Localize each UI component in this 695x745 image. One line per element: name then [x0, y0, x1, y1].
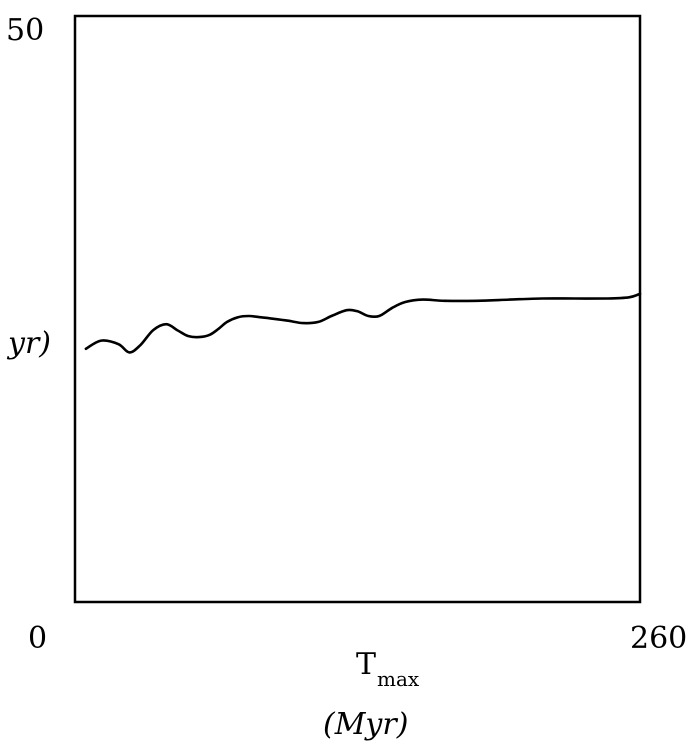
x-tick-label-max: 260 — [630, 621, 687, 656]
x-axis-label: T max — [356, 647, 420, 691]
x-axis-label-main: T — [356, 647, 376, 682]
y-axis-label-fragment: yr) — [6, 326, 51, 361]
series-layer — [84, 292, 642, 354]
x-axis-label-sub: max — [377, 667, 420, 691]
plot-frame — [73, 14, 642, 604]
x-axis-label-unit: (Myr) — [323, 707, 408, 742]
y-tick-label-top: 50 — [6, 13, 44, 48]
series-line-0 — [84, 292, 642, 354]
x-tick-label-min: 0 — [28, 621, 47, 656]
